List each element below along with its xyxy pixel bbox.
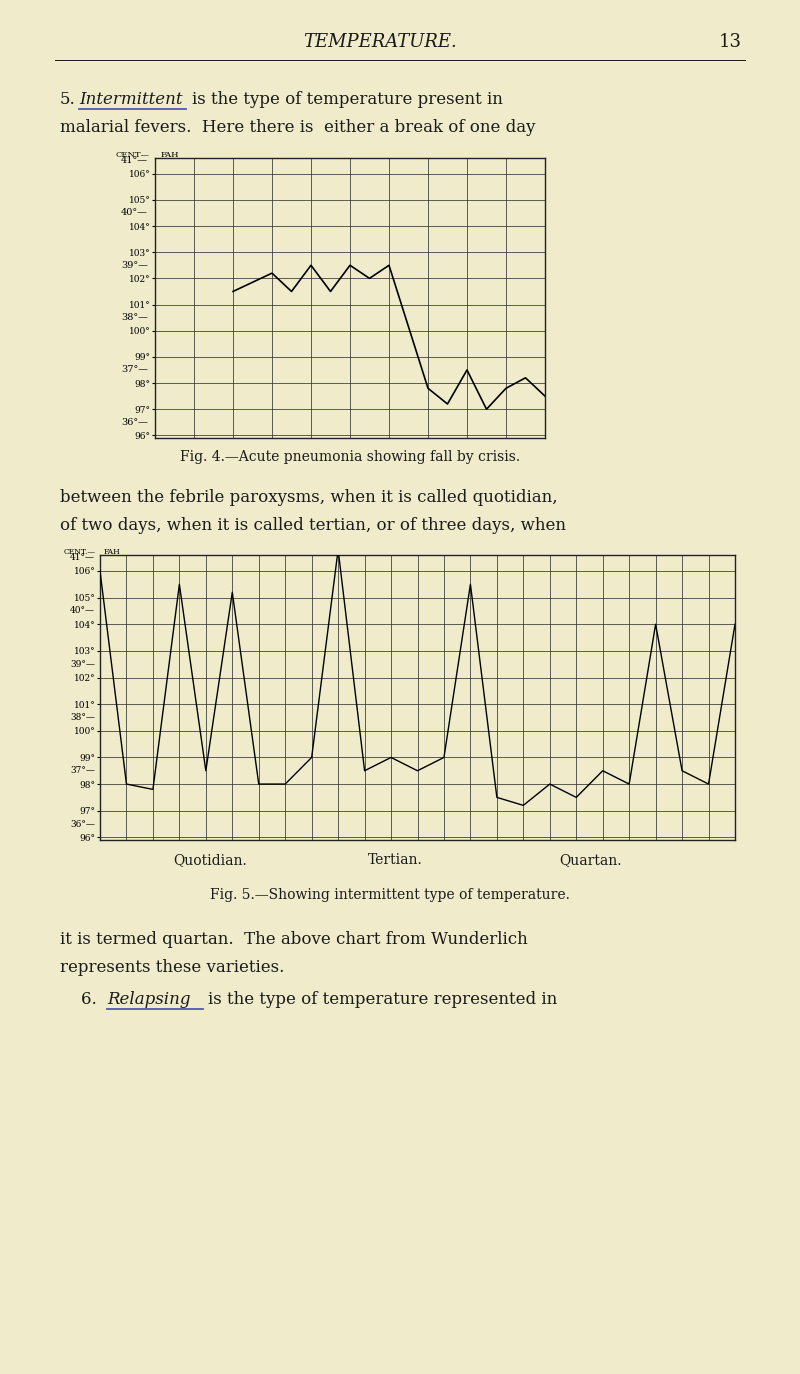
Text: is the type of temperature present in: is the type of temperature present in (192, 92, 503, 109)
Text: 36°—: 36°— (121, 418, 148, 427)
Text: 36°—: 36°— (70, 819, 95, 829)
Text: Fig. 5.—Showing intermittent type of temperature.: Fig. 5.—Showing intermittent type of tem… (210, 888, 570, 901)
Text: Relapsing: Relapsing (107, 992, 190, 1009)
Text: TEMPERATURE.: TEMPERATURE. (303, 33, 457, 51)
Text: 6.: 6. (60, 992, 97, 1009)
Text: FAH: FAH (104, 548, 121, 556)
Text: 37°—: 37°— (121, 365, 148, 375)
Text: FAH: FAH (161, 151, 179, 159)
Text: CENT.—: CENT.— (64, 548, 96, 556)
Text: 37°—: 37°— (70, 767, 95, 775)
Text: 39°—: 39°— (121, 261, 148, 269)
Text: CENT—: CENT— (115, 151, 149, 159)
Text: of two days, when it is called tertian, or of three days, when: of two days, when it is called tertian, … (60, 518, 566, 534)
Text: 5.: 5. (60, 92, 76, 109)
Text: 41°—: 41°— (70, 554, 95, 562)
Text: 41°—: 41°— (121, 157, 148, 165)
Text: between the febrile paroxysms, when it is called quotidian,: between the febrile paroxysms, when it i… (60, 489, 558, 507)
Text: represents these varieties.: represents these varieties. (60, 959, 284, 977)
Text: Tertian.: Tertian. (368, 853, 422, 867)
Text: 39°—: 39°— (70, 660, 95, 669)
Text: 13: 13 (718, 33, 742, 51)
Text: Quartan.: Quartan. (558, 853, 622, 867)
Text: is the type of temperature represented in: is the type of temperature represented i… (208, 992, 558, 1009)
Text: Intermittent: Intermittent (79, 92, 182, 109)
Text: 40°—: 40°— (121, 209, 148, 217)
Text: malarial fevers.  Here there is  either a break of one day: malarial fevers. Here there is either a … (60, 120, 535, 136)
Text: 38°—: 38°— (70, 713, 95, 721)
Text: Quotidian.: Quotidian. (173, 853, 247, 867)
Text: Fig. 4.—Acute pneumonia showing fall by crisis.: Fig. 4.—Acute pneumonia showing fall by … (180, 451, 520, 464)
Text: 38°—: 38°— (121, 313, 148, 322)
Text: it is termed quartan.  The above chart from Wunderlich: it is termed quartan. The above chart fr… (60, 932, 528, 948)
Text: 40°—: 40°— (70, 606, 95, 616)
